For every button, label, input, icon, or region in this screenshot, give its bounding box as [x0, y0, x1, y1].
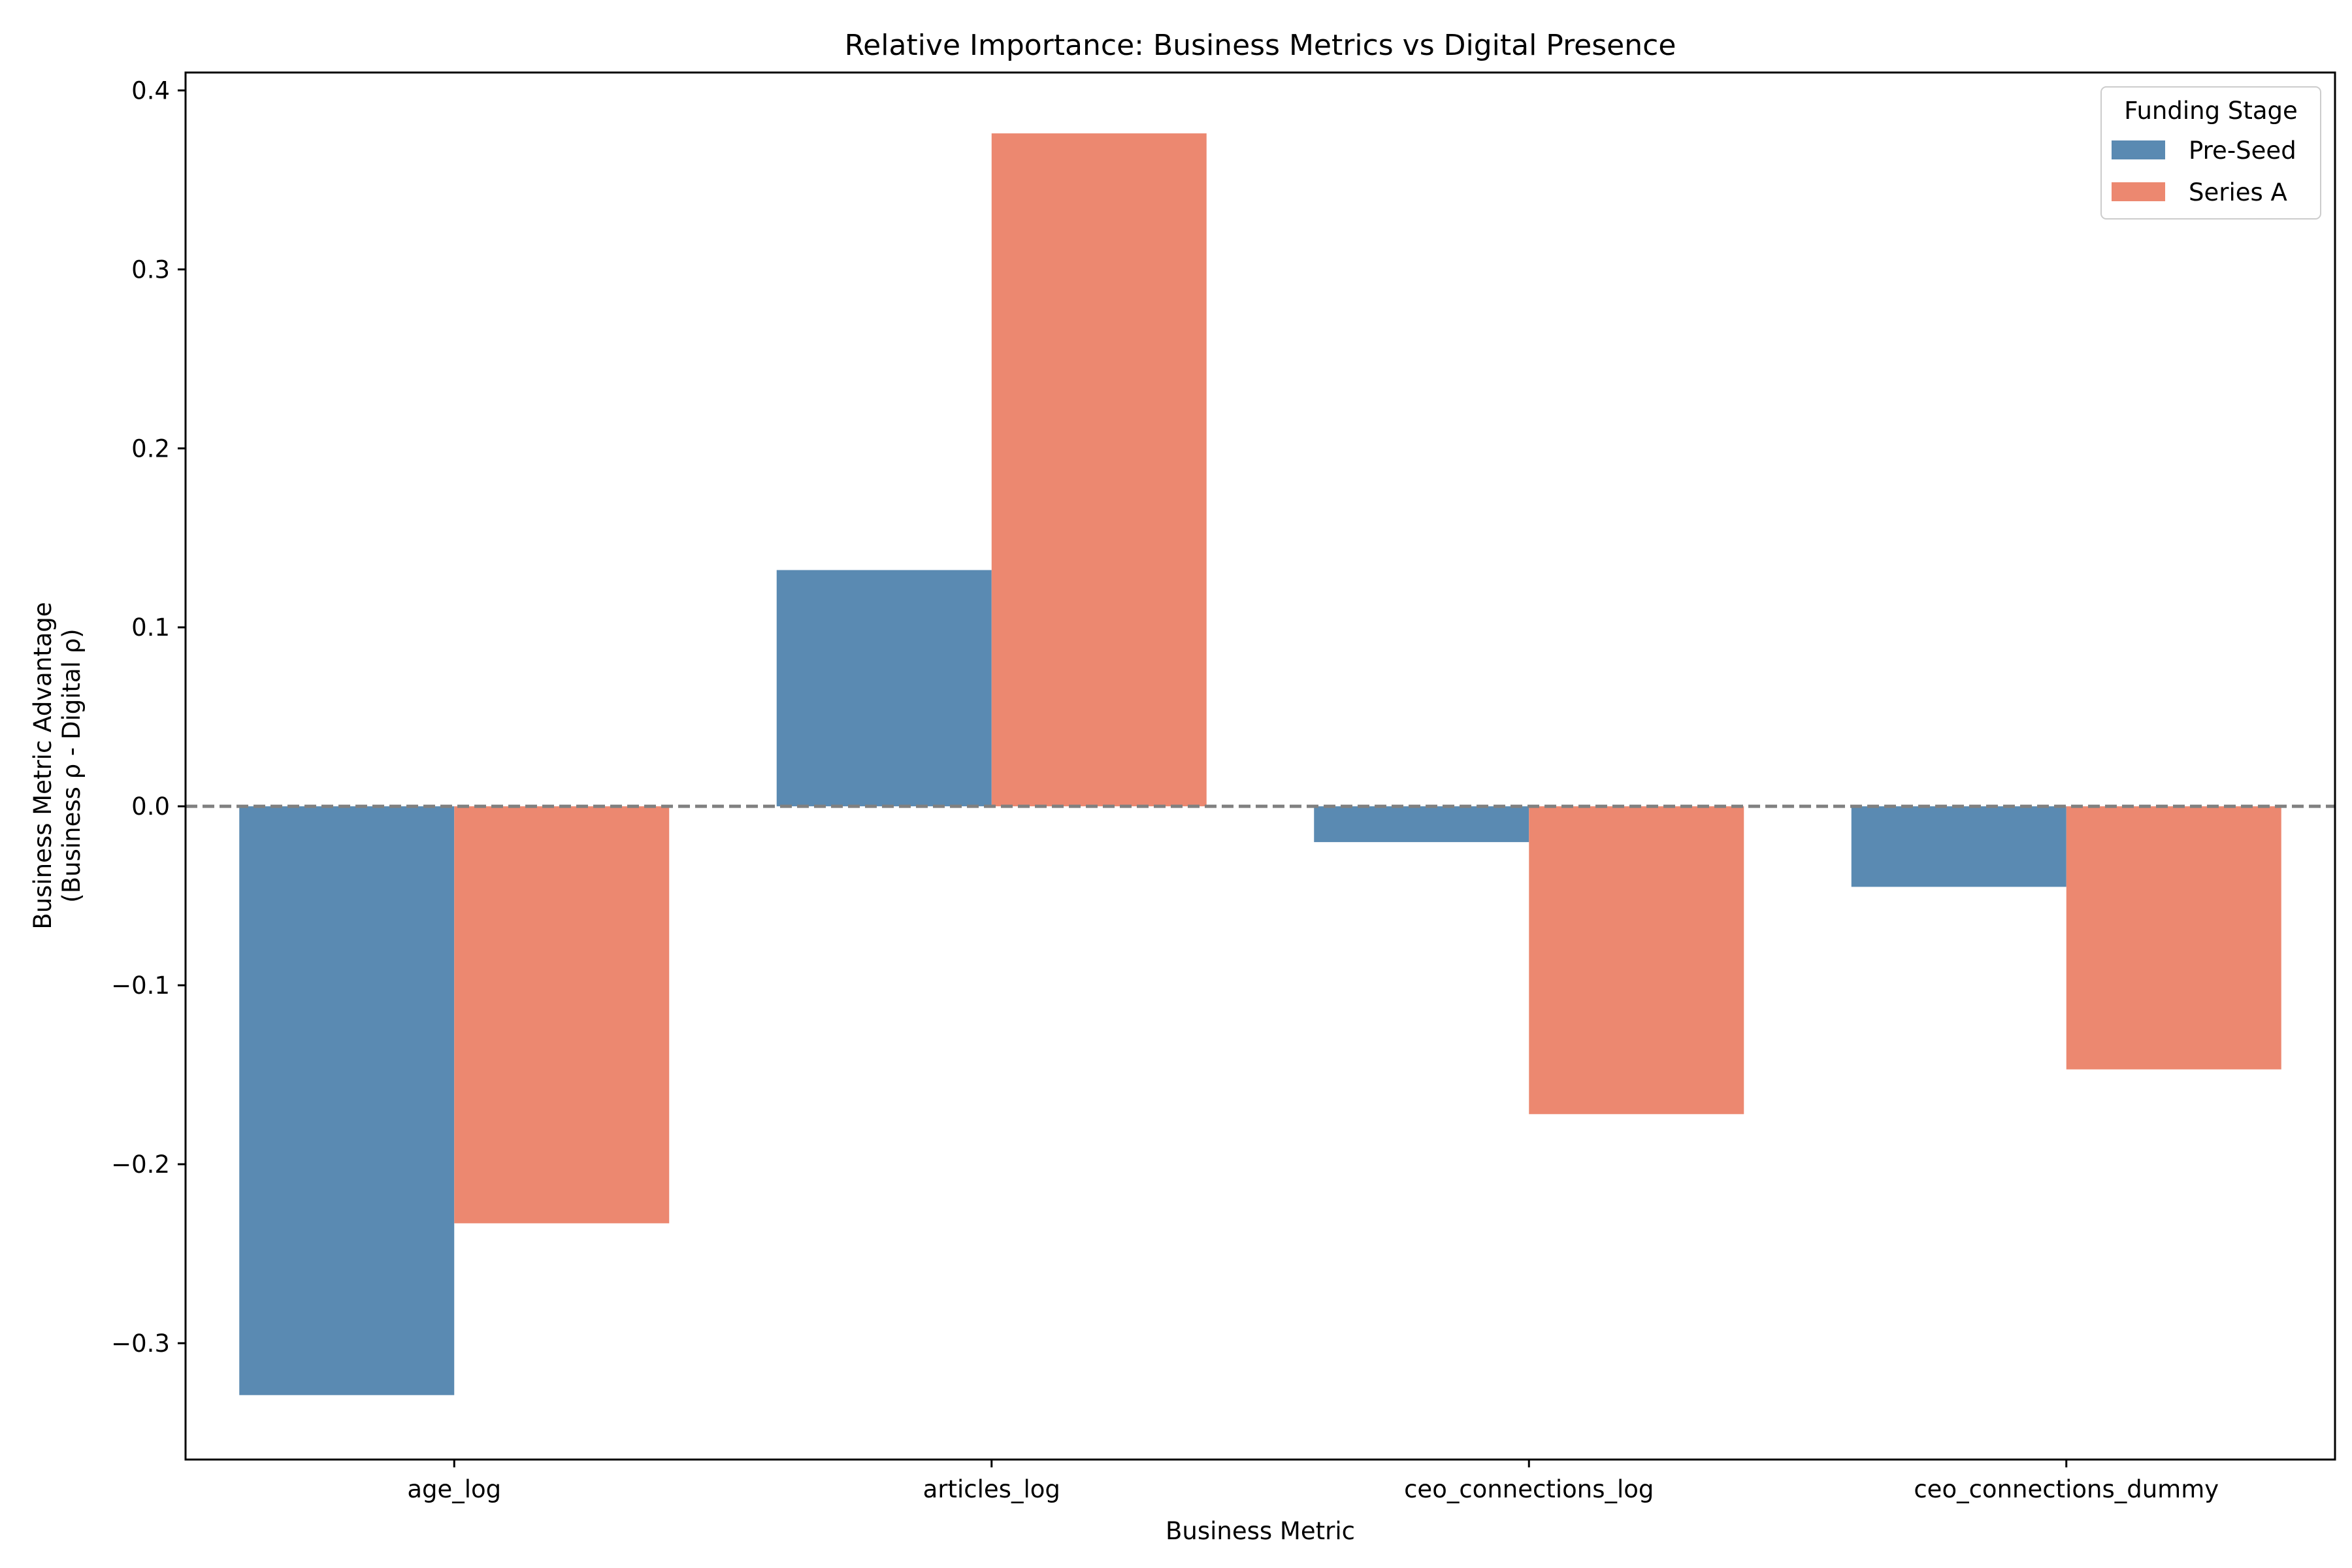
bar-series-a-ceo-connections-log: [1529, 806, 1744, 1115]
x-axis-ticks: age_log articles_log ceo_connections_log ce…: [407, 1460, 2219, 1503]
bar-pre-seed-ceo-connections-dummy: [1851, 806, 2066, 887]
x-axis-label: Business Metric: [1166, 1517, 1355, 1545]
legend-label-series-a: Series A: [2189, 178, 2287, 206]
bar-series-a-age-log: [454, 806, 670, 1224]
y-axis-ticks: −0.3 −0.2 −0.1 0.0 0.1 0.2 0.3 0.4: [111, 76, 186, 1358]
y-axis-label-line-1: Business Metric Advantage: [29, 602, 57, 929]
legend-swatch-series-a: [2112, 182, 2165, 201]
y-tick-label: 0.2: [131, 434, 170, 463]
y-tick-label: 0.0: [131, 792, 170, 821]
x-tick-label-ceo-connections-dummy: ceo_connections_dummy: [1914, 1475, 2219, 1503]
x-tick-label-ceo-connections-log: ceo_connections_log: [1404, 1475, 1654, 1503]
y-tick-label: 0.3: [131, 255, 170, 284]
bar-series-a-articles-log: [991, 133, 1207, 807]
bar-pre-seed-articles-log: [776, 570, 992, 807]
y-tick-label: 0.1: [131, 613, 170, 642]
x-tick-label-articles-log: articles_log: [923, 1475, 1060, 1503]
legend: Funding Stage Pre-Seed Series A: [2100, 86, 2321, 220]
chart-title: Relative Importance: Business Metrics vs…: [845, 29, 1676, 62]
bar-pre-seed-age-log: [239, 806, 455, 1396]
legend-swatch-pre-seed: [2112, 140, 2165, 159]
y-axis-label: Business Metric Advantage (Business ρ - …: [29, 602, 86, 929]
legend-title: Funding Stage: [2124, 97, 2298, 125]
bar-series-a-ceo-connections-dummy: [2066, 806, 2281, 1070]
y-tick-label: −0.3: [111, 1330, 170, 1358]
bar-pre-seed-ceo-connections-log: [1314, 806, 1529, 842]
y-tick-label: −0.1: [111, 972, 170, 1000]
y-tick-label: −0.2: [111, 1151, 170, 1179]
y-tick-label: 0.4: [131, 76, 170, 105]
legend-label-pre-seed: Pre-Seed: [2189, 137, 2296, 165]
y-axis-label-line-2: (Business ρ - Digital ρ): [57, 629, 86, 902]
x-tick-label-age-log: age_log: [407, 1475, 501, 1503]
bar-group: [239, 133, 2281, 1396]
plot-frame: [184, 71, 2336, 1461]
